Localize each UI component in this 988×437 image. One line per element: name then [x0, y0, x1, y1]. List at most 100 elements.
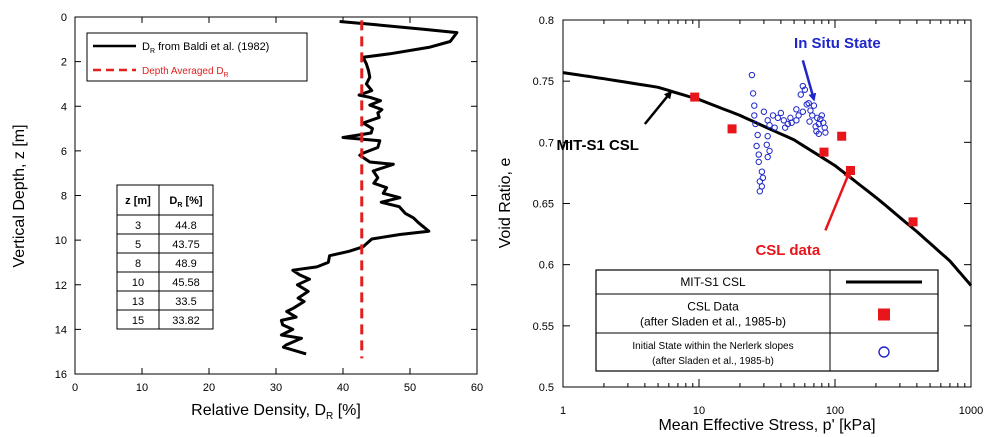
in-situ-point	[822, 129, 829, 136]
csl-data-point	[837, 131, 847, 141]
in-situ-point	[755, 158, 762, 166]
legend-symbol-square	[878, 308, 890, 321]
in-situ-point	[801, 86, 809, 93]
in-situ-point	[815, 130, 822, 137]
annotation-arrow	[824, 169, 851, 231]
depth-profile-chart: 0 10 20 30 40 50 60 0 2 4 6 8 10 12 14 16 Relative Den…	[11, 12, 483, 422]
in-situ-point	[755, 151, 762, 158]
left-y-tick-label: 6	[61, 146, 67, 158]
left-y-tick-label: 14	[55, 324, 67, 336]
legend-symbol-circle	[878, 346, 890, 358]
left-y-tick-label: 0	[61, 12, 67, 24]
right-y-tick-label: 0.75	[533, 76, 554, 88]
right-x-tick-label: 1	[560, 405, 566, 417]
in-situ-point	[769, 112, 777, 119]
table-cell-z: 13	[132, 296, 144, 308]
right-y-ticks: 0.5 0.55 0.6 0.65 0.7 0.75 0.8	[533, 15, 971, 394]
in-situ-point	[764, 133, 771, 140]
left-y-tick-label: 2	[61, 57, 67, 69]
in-situ-point	[751, 102, 758, 109]
left-x-tick-label: 30	[270, 382, 282, 394]
in-situ-point	[806, 118, 813, 125]
table-cell-z: 15	[132, 315, 144, 327]
in-situ-point	[759, 174, 767, 182]
legend-row-sublabel: (after Sladen et al., 1985-b)	[640, 315, 786, 329]
table-header-dr: DR [%]	[169, 195, 203, 209]
table-cell-dr: 33.82	[172, 315, 200, 327]
in-situ-point	[749, 90, 757, 97]
depth-profile-line	[279, 20, 459, 356]
right-x-ticks: 1 10 100 1000	[560, 20, 983, 417]
csl-data-point	[690, 92, 700, 102]
legend-row-label: CSL Data	[687, 300, 739, 314]
left-y-tick-label: 8	[61, 191, 67, 203]
table-header-dr-suffix: [%]	[182, 195, 203, 207]
left-x-axis-label: Relative Density, DR [%]	[191, 402, 361, 422]
legend-label-average: Depth Averaged DR	[142, 66, 229, 79]
table-cell-z: 10	[132, 277, 144, 289]
csl-data-point	[727, 124, 737, 134]
legend-row-sublabel: (after Sladen et al., 1985-b)	[652, 356, 774, 367]
in-situ-point	[777, 109, 785, 117]
right-x-tick-label: 100	[826, 405, 844, 417]
in-situ-point	[748, 71, 756, 79]
in-situ-point	[784, 120, 792, 128]
in-situ-point	[795, 112, 802, 119]
annotation-arrow	[801, 60, 817, 102]
in-situ-point	[763, 141, 770, 148]
legend-label-profile: DR from Baldi et al. (1982)	[142, 41, 269, 55]
in-situ-point	[781, 124, 789, 131]
right-y-tick-label: 0.55	[533, 321, 554, 333]
right-x-tick-label: 10	[693, 405, 705, 417]
left-x-ticks: 0 10 20 30 40 50 60	[72, 17, 483, 394]
table-header-z: z [m]	[125, 195, 151, 207]
csl-data-point	[819, 147, 829, 157]
left-x-tick-label: 0	[72, 382, 78, 394]
right-annotations: In Situ State MIT-S1 CSL CSL data	[556, 35, 880, 259]
in-situ-point	[797, 91, 804, 98]
left-y-axis-label: Vertical Depth, z [m]	[11, 124, 28, 267]
right-x-axis-label: Mean Effective Stress, p' [kPa]	[658, 417, 875, 434]
in-situ-point	[799, 108, 807, 115]
table-cell-dr: 43.75	[172, 239, 200, 251]
right-y-axis-label: Void Ratio, e	[497, 158, 514, 249]
right-y-tick-label: 0.5	[539, 382, 554, 394]
legend-row-label: MIT-S1 CSL	[680, 275, 746, 289]
csl-curve	[562, 71, 973, 287]
in-situ-point	[752, 120, 759, 128]
table-header-dr-sub: R	[177, 202, 182, 209]
table-cell-z: 8	[135, 258, 141, 270]
table-cell-z: 3	[135, 220, 141, 232]
in-situ-point	[810, 102, 818, 109]
in-situ-point	[754, 131, 761, 139]
left-x-tick-label: 50	[404, 382, 416, 394]
legend-row-label: Initial State within the Nerlerk slopes	[632, 341, 793, 352]
in-situ-point	[809, 112, 816, 119]
in-situ-point	[758, 168, 766, 175]
density-table: z [m] DR [%] 3 44.8 5 43.75 8 48.9 10 45.58 13 33.5…	[116, 184, 214, 330]
in-situ-point	[764, 153, 771, 161]
csl-data-point	[908, 217, 918, 227]
in-situ-point	[799, 82, 807, 90]
annotation-label: MIT-S1 CSL	[556, 137, 639, 154]
csl-data-point	[845, 165, 855, 175]
in-situ-point	[766, 147, 773, 155]
left-legend-box	[86, 32, 308, 82]
table-cell-dr: 45.58	[172, 277, 200, 289]
in-situ-point	[818, 112, 826, 119]
annotation-label: CSL data	[755, 242, 820, 259]
left-y-ticks: 0 2 4 6 8 10 12 14 16	[55, 12, 477, 381]
in-situ-point	[753, 142, 760, 150]
right-x-tick-label: 1000	[959, 405, 983, 417]
table-header-dr-main: D	[169, 195, 177, 207]
in-situ-point	[780, 117, 787, 124]
annotation-arrow	[643, 90, 673, 125]
left-x-tick-label: 10	[136, 382, 148, 394]
in-situ-point	[766, 122, 773, 129]
table-border	[116, 184, 214, 330]
right-y-tick-label: 0.7	[539, 137, 554, 149]
void-ratio-chart: 1 10 100 1000 0.5 0.55 0.6 0.65 0.7 0.75 0.8 Mean…	[497, 15, 983, 434]
in-situ-point	[751, 112, 758, 119]
